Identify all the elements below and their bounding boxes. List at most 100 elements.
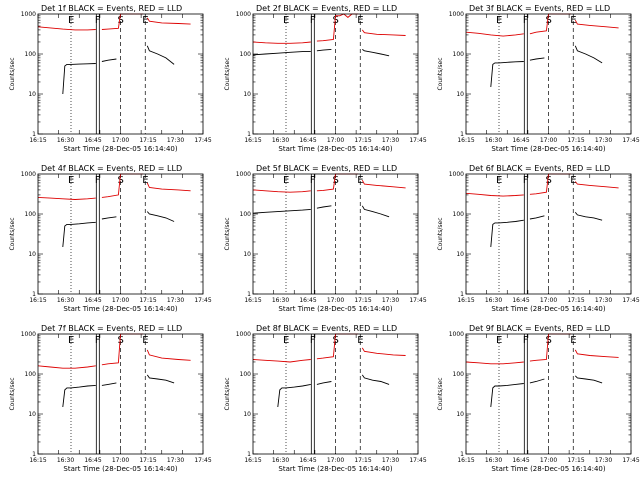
x-tick-label: 17:45 xyxy=(622,297,639,304)
y-tick-label: 10 xyxy=(456,411,464,418)
events-series-line xyxy=(252,51,311,56)
plot-frame xyxy=(465,333,632,455)
panel-det-3: Det 3f BLACK = Events, RED = LLD Counts/s… xyxy=(437,4,640,153)
panel-det-4: Det 4f BLACK = Events, RED = LLD Counts/s… xyxy=(9,164,212,313)
x-tick-label: 17:00 xyxy=(540,137,557,144)
x-tick-label: 17:00 xyxy=(540,457,557,464)
x-tick-label: 17:30 xyxy=(595,297,612,304)
y-axis-label: Counts/sec xyxy=(437,377,444,410)
x-axis-label: Start Time (28-Dec-05 16:14:40) xyxy=(63,305,177,313)
x-tick-label: 17:30 xyxy=(382,457,399,464)
panel-det-6: Det 6f BLACK = Events, RED = LLD Counts/s… xyxy=(437,164,640,313)
y-tick-label: 10 xyxy=(243,251,251,258)
x-tick-label: 17:45 xyxy=(194,297,211,304)
x-tick-label: 16:45 xyxy=(512,457,529,464)
x-tick-label: 17:15 xyxy=(139,137,156,144)
y-tick-label: 100 xyxy=(453,51,465,58)
lld-series-line xyxy=(146,17,191,25)
plot-frame xyxy=(37,333,204,455)
lld-series-line xyxy=(465,31,524,37)
panel-title: Det 5f BLACK = Events, RED = LLD xyxy=(256,164,397,173)
events-series-line xyxy=(62,221,96,248)
y-tick-label: 10 xyxy=(28,411,36,418)
events-series-line xyxy=(529,57,545,61)
events-series-line xyxy=(146,45,175,65)
marker-label: E xyxy=(68,15,74,26)
x-tick-label: 17:45 xyxy=(409,137,426,144)
y-tick-label: 10 xyxy=(28,91,36,98)
x-tick-label: 16:30 xyxy=(485,137,502,144)
y-tick-label: 1 xyxy=(32,131,36,138)
events-series-line xyxy=(252,208,311,214)
marker-label: S xyxy=(546,175,552,186)
x-tick-label: 16:15 xyxy=(29,457,46,464)
events-series-line xyxy=(490,219,524,248)
x-tick-label: 16:30 xyxy=(272,297,289,304)
y-tick-label: 1 xyxy=(460,291,464,298)
x-tick-label: 17:30 xyxy=(382,297,399,304)
y-tick-label: 1 xyxy=(32,451,36,458)
marker-label: E xyxy=(68,175,74,186)
x-tick-label: 17:30 xyxy=(167,137,184,144)
plot-frame xyxy=(37,173,204,295)
y-axis-label: Counts/sec xyxy=(224,217,231,250)
x-tick-label: 17:15 xyxy=(567,137,584,144)
x-tick-label: 17:15 xyxy=(354,457,371,464)
y-axis-label: Counts/sec xyxy=(437,57,444,90)
events-series-line xyxy=(362,49,390,57)
y-tick-label: 100 xyxy=(453,211,465,218)
x-tick-label: 16:30 xyxy=(57,297,74,304)
lld-series-line xyxy=(465,361,524,365)
lld-series-line xyxy=(37,26,96,31)
x-tick-label: 16:45 xyxy=(299,457,316,464)
x-tick-label: 16:45 xyxy=(84,297,101,304)
x-tick-label: 16:30 xyxy=(57,137,74,144)
x-tick-label: 17:45 xyxy=(194,457,211,464)
marker-label: S xyxy=(333,175,339,186)
events-series-line xyxy=(529,215,545,220)
marker-label: S xyxy=(333,335,339,346)
events-series-line xyxy=(101,216,117,220)
marker-label: E xyxy=(496,335,502,346)
y-axis-label: Counts/sec xyxy=(437,217,444,250)
marker-label: F xyxy=(310,335,316,346)
lld-series-line xyxy=(252,359,311,363)
x-axis-label: Start Time (28-Dec-05 16:14:40) xyxy=(63,145,177,153)
x-axis-label: Start Time (28-Dec-05 16:14:40) xyxy=(491,305,605,313)
panel-title: Det 2f BLACK = Events, RED = LLD xyxy=(256,4,397,13)
x-tick-label: 17:45 xyxy=(622,457,639,464)
y-tick-label: 1 xyxy=(460,451,464,458)
x-tick-label: 17:15 xyxy=(354,137,371,144)
x-tick-label: 17:45 xyxy=(622,137,639,144)
events-series-line xyxy=(146,211,175,222)
lld-series-line xyxy=(146,182,191,192)
x-axis-label: Start Time (28-Dec-05 16:14:40) xyxy=(491,145,605,153)
x-axis-label: Start Time (28-Dec-05 16:14:40) xyxy=(278,145,392,153)
lld-series-line xyxy=(574,19,619,29)
lld-series-line xyxy=(252,41,311,44)
events-series-line xyxy=(101,58,117,62)
marker-label: E xyxy=(357,175,363,186)
x-tick-label: 16:30 xyxy=(272,137,289,144)
y-tick-label: 100 xyxy=(25,371,37,378)
panel-det-9: Det 9f BLACK = Events, RED = LLD Counts/s… xyxy=(437,324,640,473)
y-tick-label: 100 xyxy=(240,211,252,218)
y-axis-label: Counts/sec xyxy=(224,57,231,90)
events-series-line xyxy=(574,212,603,221)
marker-label: E xyxy=(496,15,502,26)
events-series-line xyxy=(574,45,603,64)
x-axis-label: Start Time (28-Dec-05 16:14:40) xyxy=(63,465,177,473)
panel-title: Det 3f BLACK = Events, RED = LLD xyxy=(469,4,610,13)
lld-series-line xyxy=(361,179,406,189)
lld-series-line xyxy=(252,189,311,193)
plot-frame xyxy=(252,13,419,135)
marker-label: E xyxy=(68,335,74,346)
panel-det-2: Det 2f BLACK = Events, RED = LLD Counts/s… xyxy=(224,4,427,153)
x-tick-label: 17:15 xyxy=(567,457,584,464)
x-tick-label: 17:00 xyxy=(540,297,557,304)
x-tick-label: 16:45 xyxy=(84,137,101,144)
x-tick-label: 16:45 xyxy=(512,297,529,304)
y-tick-label: 10 xyxy=(243,91,251,98)
x-tick-label: 17:00 xyxy=(327,457,344,464)
x-tick-label: 17:00 xyxy=(112,297,129,304)
